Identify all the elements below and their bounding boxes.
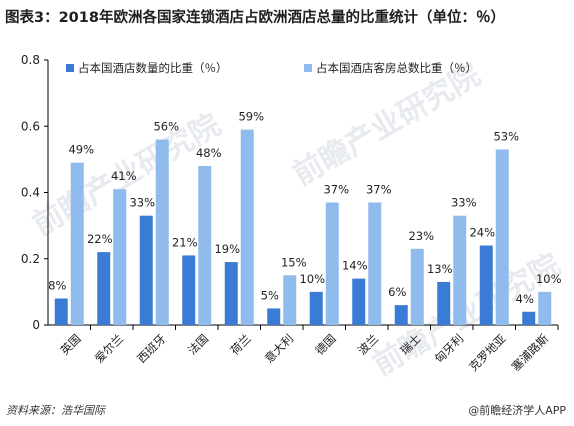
category-label: 塞浦路斯 <box>509 331 552 374</box>
data-label: 8% <box>48 279 66 293</box>
bar-series1 <box>267 308 281 325</box>
legend-swatch <box>66 64 74 72</box>
data-label: 41% <box>111 169 137 183</box>
category-label: 匈牙利 <box>432 331 466 365</box>
data-label: 5% <box>261 288 279 302</box>
bar-series1 <box>182 255 196 325</box>
bar-series2 <box>368 202 382 325</box>
bar-series1 <box>352 278 366 325</box>
data-label: 33% <box>129 196 155 210</box>
bar-series2 <box>325 202 339 325</box>
category-label: 西班牙 <box>134 331 168 365</box>
data-label: 13% <box>427 262 453 276</box>
data-label: 53% <box>493 129 519 143</box>
data-label: 10% <box>299 272 325 286</box>
category-label: 德国 <box>312 331 338 357</box>
data-label: 4% <box>516 292 534 306</box>
legend-label: 占本国酒店客房总数比重（％） <box>316 61 477 75</box>
data-label: 15% <box>281 255 307 269</box>
category-label: 瑞士 <box>397 331 423 357</box>
data-label: 23% <box>408 229 434 243</box>
legend-label: 占本国酒店数量的比重（％） <box>78 61 228 75</box>
bar-series1 <box>54 298 68 325</box>
category-label: 荷兰 <box>227 331 253 357</box>
y-tick-label: 0.2 <box>21 252 40 266</box>
bar-series2 <box>453 215 467 325</box>
bar-series2 <box>495 149 509 325</box>
source-note: 资料来源：浩华国际 <box>6 404 105 417</box>
bar-series1 <box>139 215 153 325</box>
bar-series2 <box>538 291 552 325</box>
bar-series1 <box>479 245 493 325</box>
bar-series2 <box>283 275 297 325</box>
data-label: 49% <box>68 143 94 157</box>
y-tick-label: 0.4 <box>21 186 40 200</box>
category-label: 爱尔兰 <box>92 331 126 365</box>
bar-series1 <box>437 281 451 325</box>
bar-chart: 0 0.2 0.4 0.6 0.8 8% 49% 英国 22% 41% 爱尔兰 33% 56% 西班牙 21… <box>21 53 562 374</box>
bar-series2 <box>70 162 84 325</box>
y-tick-label: 0.6 <box>21 119 40 133</box>
bar-series1 <box>522 311 536 325</box>
data-label: 19% <box>214 242 240 256</box>
y-tick-label: 0.8 <box>21 53 40 67</box>
data-label: 24% <box>469 226 495 240</box>
bar-series2 <box>155 139 169 325</box>
data-label: 56% <box>153 120 179 134</box>
category-label: 波兰 <box>355 331 381 357</box>
bar-series2 <box>113 189 127 325</box>
y-tick-label: 0 <box>32 318 40 332</box>
data-label: 6% <box>388 285 406 299</box>
bar-series1 <box>394 305 408 325</box>
category-label: 克罗地亚 <box>466 331 508 373</box>
data-label: 48% <box>196 146 222 160</box>
legend-swatch <box>304 64 312 72</box>
category-label: 意大利 <box>262 331 296 365</box>
bar-series1 <box>224 262 238 325</box>
data-label: 22% <box>87 232 113 246</box>
data-label: 59% <box>238 110 264 124</box>
data-label: 10% <box>536 272 562 286</box>
category-label: 法国 <box>185 331 211 357</box>
data-label: 21% <box>172 235 198 249</box>
bar-series1 <box>97 252 111 325</box>
chart-title: 图表3：2018年欧洲各国家连锁酒店占欧洲酒店总量的比重统计（单位：％） <box>5 10 505 26</box>
brand-credit: @前瞻经济学人APP <box>468 404 566 417</box>
data-label: 37% <box>323 182 349 196</box>
bar-series1 <box>309 291 323 325</box>
category-label: 英国 <box>57 331 83 357</box>
bar-series2 <box>410 248 424 325</box>
bar-series2 <box>198 166 212 325</box>
data-label: 37% <box>366 182 392 196</box>
bar-series2 <box>240 129 254 325</box>
data-label: 14% <box>342 259 368 273</box>
data-label: 33% <box>451 196 477 210</box>
